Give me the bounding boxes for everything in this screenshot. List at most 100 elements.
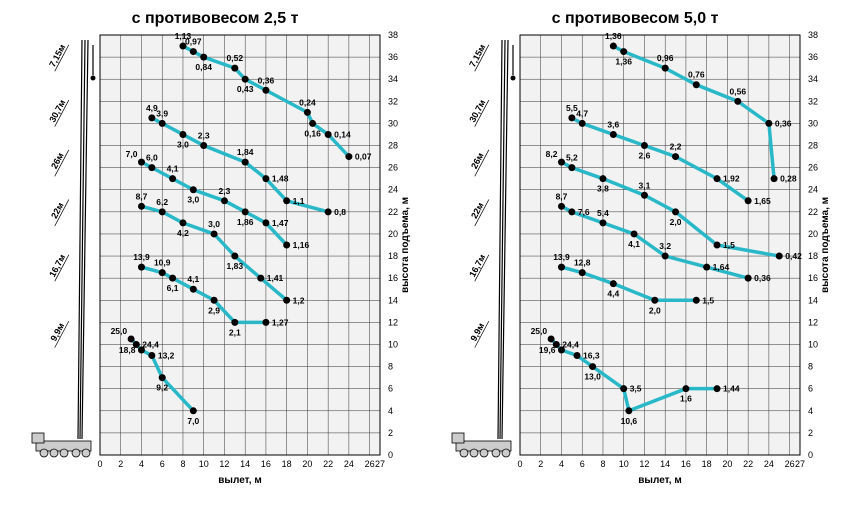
svg-text:0,24: 0,24	[299, 97, 316, 107]
chart-left: с противовесом 2,5 т 0246810121416182022…	[10, 10, 420, 500]
svg-text:36: 36	[808, 52, 818, 62]
svg-text:4,2: 4,2	[177, 228, 189, 238]
svg-text:13,0: 13,0	[584, 372, 601, 382]
svg-text:1,64: 1,64	[713, 262, 730, 272]
svg-text:1,83: 1,83	[227, 261, 244, 271]
svg-text:4,4: 4,4	[607, 289, 619, 299]
svg-text:10: 10	[619, 459, 629, 469]
svg-text:0,84: 0,84	[195, 62, 212, 72]
svg-text:18: 18	[388, 251, 398, 261]
svg-text:24,4: 24,4	[562, 339, 579, 349]
svg-text:0,43: 0,43	[237, 84, 254, 94]
svg-text:16: 16	[808, 273, 818, 283]
svg-text:6: 6	[160, 459, 165, 469]
svg-text:30: 30	[388, 118, 398, 128]
svg-text:26: 26	[808, 163, 818, 173]
svg-text:2,3: 2,3	[219, 186, 231, 196]
svg-text:10: 10	[199, 459, 209, 469]
svg-text:14: 14	[240, 459, 250, 469]
svg-text:0,36: 0,36	[754, 273, 771, 283]
svg-text:26: 26	[365, 459, 375, 469]
svg-text:13,9: 13,9	[133, 252, 150, 262]
chart-right: с противовесом 5,0 т 0246810121416182022…	[430, 10, 840, 500]
svg-text:4,1: 4,1	[628, 239, 640, 249]
chart-right-svg: 0246810121416182022242627024681012141618…	[430, 10, 840, 500]
svg-text:0,76: 0,76	[688, 70, 705, 80]
svg-text:9,9м: 9,9м	[468, 321, 486, 343]
svg-text:3,0: 3,0	[187, 195, 199, 205]
svg-text:0,16: 0,16	[304, 128, 321, 138]
svg-text:2,0: 2,0	[670, 217, 682, 227]
svg-text:высота подъема, м: высота подъема, м	[820, 197, 831, 293]
svg-text:16: 16	[261, 459, 271, 469]
svg-text:2: 2	[118, 459, 123, 469]
svg-text:4: 4	[559, 459, 564, 469]
svg-text:1,5: 1,5	[702, 295, 714, 305]
svg-text:10: 10	[388, 339, 398, 349]
svg-text:0,42: 0,42	[785, 251, 802, 261]
svg-text:1,16: 1,16	[293, 240, 310, 250]
svg-text:0,07: 0,07	[355, 152, 372, 162]
svg-text:14: 14	[388, 295, 398, 305]
svg-text:7,0: 7,0	[126, 149, 138, 159]
svg-text:7,0: 7,0	[187, 416, 199, 426]
svg-text:высота подъема, м: высота подъема, м	[400, 197, 411, 293]
svg-text:3,1: 3,1	[639, 180, 651, 190]
svg-text:26: 26	[785, 459, 795, 469]
svg-text:4: 4	[139, 459, 144, 469]
svg-text:24: 24	[388, 185, 398, 195]
svg-text:10: 10	[808, 339, 818, 349]
svg-text:1,92: 1,92	[723, 174, 740, 184]
svg-text:8: 8	[180, 459, 185, 469]
svg-text:0,52: 0,52	[227, 53, 244, 63]
svg-text:16,7м: 16,7м	[467, 252, 487, 278]
svg-text:5,2: 5,2	[566, 153, 578, 163]
svg-text:1,1: 1,1	[293, 196, 305, 206]
svg-text:20: 20	[388, 229, 398, 239]
svg-text:24: 24	[344, 459, 354, 469]
svg-text:8: 8	[600, 459, 605, 469]
svg-text:27: 27	[375, 459, 385, 469]
svg-text:0,56: 0,56	[730, 86, 747, 96]
svg-text:1,47: 1,47	[272, 218, 289, 228]
svg-text:20: 20	[722, 459, 732, 469]
svg-text:14: 14	[660, 459, 670, 469]
svg-text:6: 6	[808, 384, 813, 394]
svg-text:0,97: 0,97	[185, 37, 202, 47]
svg-text:30,7м: 30,7м	[467, 98, 487, 124]
svg-text:7,15м: 7,15м	[47, 42, 67, 68]
svg-text:2,2: 2,2	[670, 142, 682, 152]
svg-text:3,0: 3,0	[177, 139, 189, 149]
svg-text:4,7: 4,7	[576, 108, 588, 118]
svg-text:30: 30	[808, 118, 818, 128]
svg-text:6: 6	[388, 384, 393, 394]
svg-text:16: 16	[681, 459, 691, 469]
svg-text:4: 4	[808, 406, 813, 416]
svg-text:5,4: 5,4	[597, 208, 609, 218]
svg-text:3,5: 3,5	[630, 384, 642, 394]
svg-text:3,6: 3,6	[607, 119, 619, 129]
svg-text:2,9: 2,9	[208, 305, 220, 315]
svg-text:38: 38	[808, 30, 818, 40]
svg-text:20: 20	[808, 229, 818, 239]
svg-text:8,7: 8,7	[556, 191, 568, 201]
svg-text:2,3: 2,3	[198, 131, 210, 141]
svg-text:8,7: 8,7	[136, 191, 148, 201]
svg-text:22: 22	[323, 459, 333, 469]
svg-text:12: 12	[808, 317, 818, 327]
svg-text:6: 6	[580, 459, 585, 469]
svg-text:0: 0	[388, 450, 393, 460]
svg-text:8: 8	[388, 362, 393, 372]
svg-text:16: 16	[388, 273, 398, 283]
svg-text:2,1: 2,1	[229, 327, 241, 337]
svg-text:1,65: 1,65	[754, 196, 771, 206]
svg-text:10,6: 10,6	[621, 416, 638, 426]
svg-text:1,27: 1,27	[272, 317, 289, 327]
svg-text:14: 14	[808, 295, 818, 305]
svg-text:12: 12	[219, 459, 229, 469]
svg-text:0: 0	[517, 459, 522, 469]
svg-text:6,2: 6,2	[156, 197, 168, 207]
svg-text:3,9: 3,9	[156, 108, 168, 118]
svg-text:10,9: 10,9	[154, 258, 171, 268]
svg-text:0,28: 0,28	[780, 174, 797, 184]
